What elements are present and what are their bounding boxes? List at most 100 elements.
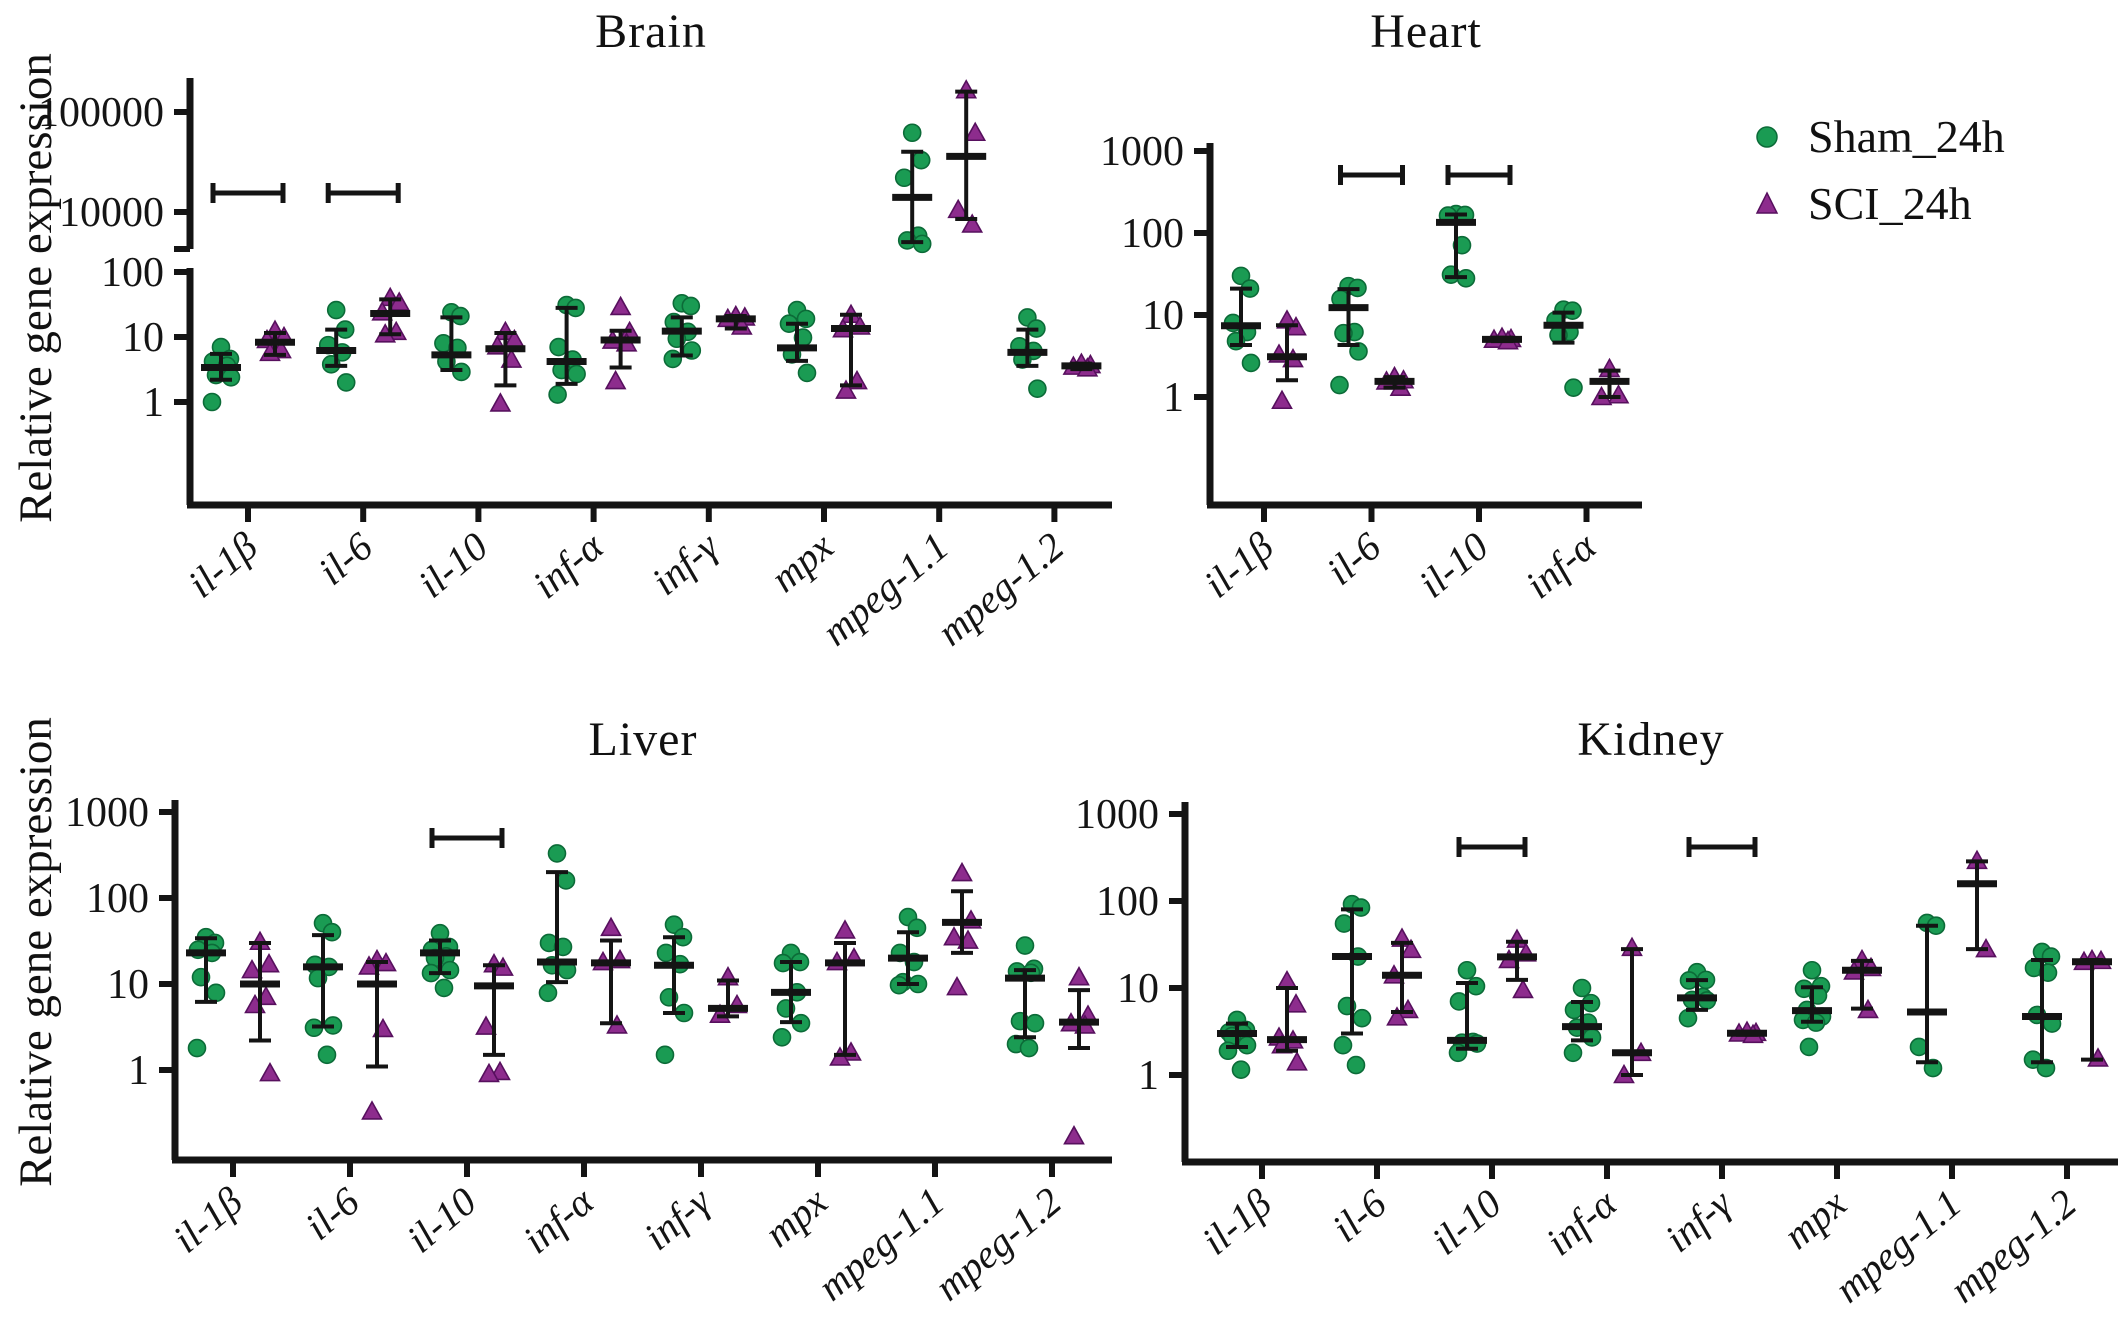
data-point-circle [221,367,241,387]
data-point-circle [1802,960,1822,980]
y-tick-label: 100 [1121,211,1184,257]
y-tick-label: 1 [143,380,164,426]
data-point-triangle [1400,938,1422,959]
y-tick-label: 1000 [1100,129,1184,175]
data-point-triangle [946,975,968,996]
data-point-circle [1028,379,1047,399]
data-point-circle [548,385,567,404]
data-point-circle [336,373,356,392]
data-point-circle [1457,960,1477,980]
data-point-circle [1015,936,1035,955]
data-point-circle [1241,353,1261,373]
gene-label: inf-γ [1656,1180,1740,1261]
data-point-circle [894,168,914,188]
gene-label: il-10 [409,523,496,606]
gene-label: inf-α [1517,523,1605,607]
y-tick-label: 10000 [59,190,164,236]
y-tick-label: 10 [107,962,149,1008]
y-tick-label: 100000 [38,90,164,136]
y-tick-label: 1000 [1075,792,1159,838]
y-axis-label-bottom: Relative gene expression [10,717,62,1187]
data-point-circle [1564,378,1583,397]
data-point-triangle [258,953,280,973]
legend-triangle-icon [1755,190,1779,214]
data-point-circle [1346,1055,1366,1075]
data-point-triangle [1607,384,1630,404]
data-point-circle [1019,1038,1039,1058]
gene-label: mpeg-1.2 [1941,1180,2085,1311]
y-tick-label: 1 [1163,375,1184,421]
data-point-circle [1330,375,1349,395]
data-point-triangle [1286,1051,1308,1071]
gene-label: inf-α [514,1178,602,1262]
gene-label: il-6 [1323,1180,1394,1250]
y-axis-label-top: Relative gene expression [10,53,62,523]
data-point-circle [1572,978,1592,998]
legend-label-sci: SCI_24h [1808,178,1972,229]
data-point-triangle [489,392,512,412]
data-point-circle [1466,976,1486,996]
gene-label: mpeg-1.1 [813,523,957,654]
gene-label: il-10 [398,1178,485,1261]
data-point-circle [322,922,342,942]
data-point-circle [1582,1028,1602,1047]
data-point-triangle [943,926,965,946]
data-point-circle [656,943,676,963]
gene-label: il-1β [1193,1180,1280,1263]
data-point-triangle [241,958,263,979]
data-point-triangle [358,955,380,975]
data-point-circle [797,363,817,383]
data-point-circle [547,844,567,863]
legend-label-sham: Sham_24h [1808,111,2005,162]
gene-label: il-6 [310,523,381,593]
data-point-circle [664,915,684,934]
data-point-triangle [961,213,984,233]
gene-label: il-6 [296,1178,367,1248]
gene-label: il-1β [179,523,266,606]
data-point-triangle [259,1061,281,1082]
data-point-circle [772,1028,792,1047]
data-point-circle [663,349,683,369]
legend-item-sci: SCI_24h [1752,177,2005,230]
data-point-circle [655,1045,675,1065]
gene-label: mpx [762,523,842,600]
data-point-circle [911,150,931,170]
y-tick-label: 1 [1138,1053,1159,1099]
data-point-circle [549,337,568,357]
data-point-triangle [600,916,622,937]
data-point-circle [440,960,460,980]
data-point-triangle [951,861,973,882]
data-point-triangle [834,919,856,939]
data-point-triangle [361,1100,383,1120]
data-point-triangle [1068,966,1090,986]
data-point-triangle [1271,389,1293,410]
data-point-circle [1334,914,1354,933]
data-point-triangle [478,1062,500,1083]
gene-label: il-1β [164,1178,251,1261]
data-point-circle [317,1045,337,1065]
y-tick-label: 10 [1142,293,1184,339]
data-point-triangle [1386,1006,1408,1026]
panel-title-kidney: Kidney [1577,713,1725,766]
data-point-circle [1333,1035,1353,1055]
panel-title-brain: Brain [595,5,707,58]
data-point-triangle [609,295,632,316]
y-tick-label: 100 [1096,879,1159,925]
data-point-circle [434,978,454,998]
gene-label: inf-γ [635,1178,719,1259]
gene-label: mpeg-1.1 [1826,1180,1970,1311]
data-point-circle [1449,992,1469,1011]
data-point-triangle [1285,993,1307,1013]
y-tick-label: 100 [101,250,164,296]
legend: Sham_24h SCI_24h [1752,110,2005,230]
data-point-circle [1799,1037,1819,1057]
data-point-circle [1231,266,1251,286]
panel-title-heart: Heart [1370,5,1482,58]
gene-label: mpx [1775,1180,1855,1257]
gene-label: il-6 [1318,523,1389,593]
data-point-circle [681,296,701,316]
data-point-circle [202,392,222,412]
gene-label: inf-γ [643,523,727,604]
